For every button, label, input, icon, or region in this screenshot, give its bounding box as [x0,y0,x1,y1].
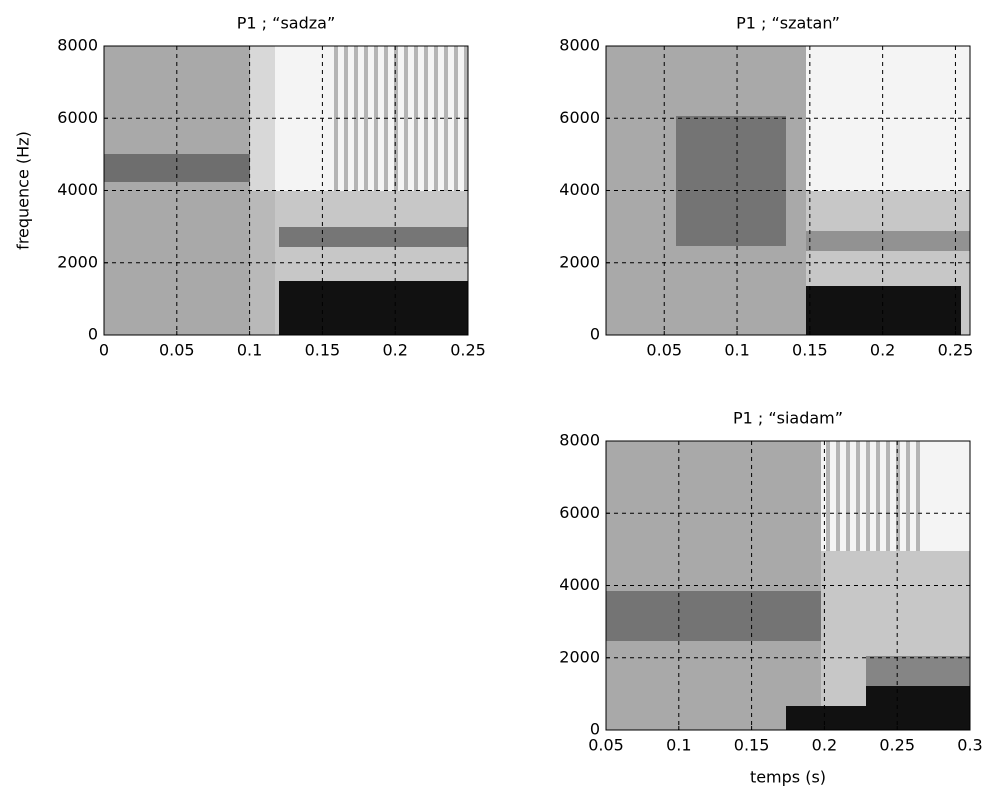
x-tick-label: 0 [99,341,109,360]
y-tick-label: 6000 [57,108,98,127]
spectrogram-image [104,46,468,335]
x-tick-label: 0.15 [305,341,341,360]
plot-frame [605,440,971,731]
y-tick-label: 8000 [559,36,600,55]
spectrogram-image [606,441,970,730]
x-tick-label: 0.15 [734,736,770,755]
y-tick-label: 4000 [57,180,98,199]
x-tick-label: 0.25 [879,736,915,755]
x-tick-label: 0.15 [792,341,828,360]
y-tick-label: 0 [590,720,600,739]
x-tick-label: 0.05 [646,341,682,360]
y-tick-label: 4000 [559,180,600,199]
y-tick-label: 0 [590,325,600,344]
y-axis-label: frequence (Hz) [14,131,33,250]
x-tick-label: 0.2 [382,341,407,360]
y-tick-label: 8000 [559,431,600,450]
x-tick-label: 0.25 [450,341,486,360]
x-tick-label: 0.05 [588,736,624,755]
x-tick-label: 0.3 [957,736,982,755]
x-tick-label: 0.1 [666,736,691,755]
x-tick-label: 0.2 [812,736,837,755]
y-tick-label: 4000 [559,575,600,594]
x-tick-label: 0.25 [938,341,974,360]
spectrogram-image [606,46,970,335]
y-tick-label: 6000 [559,108,600,127]
chart-title: P1 ; “szatan” [736,14,840,33]
y-tick-label: 2000 [559,252,600,271]
chart-title: P1 ; “siadam” [733,409,843,428]
x-tick-label: 0.1 [237,341,262,360]
y-tick-label: 8000 [57,36,98,55]
x-tick-label: 0.1 [724,341,749,360]
x-tick-label: 0.2 [870,341,895,360]
y-tick-label: 6000 [559,503,600,522]
y-tick-label: 2000 [57,252,98,271]
x-axis-label: temps (s) [750,768,826,787]
y-tick-label: 2000 [559,647,600,666]
plot-frame [103,45,469,336]
x-tick-label: 0.05 [159,341,195,360]
y-tick-label: 0 [88,325,98,344]
chart-title: P1 ; “sadza” [237,14,335,33]
plot-frame [605,45,971,336]
